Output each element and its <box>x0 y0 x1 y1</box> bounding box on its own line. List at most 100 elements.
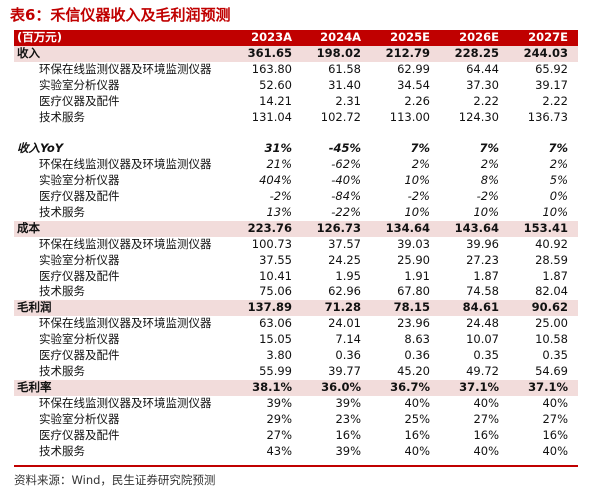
value-cell: 3.80 <box>266 348 292 363</box>
value-cell: 124.30 <box>458 109 499 124</box>
value-cell: 1.87 <box>473 268 499 283</box>
header-cell: (百万元) <box>14 30 233 46</box>
value-cell: 90.62 <box>509 300 578 317</box>
value-cell: 37.1% <box>509 379 578 396</box>
empty-cell <box>371 125 440 141</box>
section-row: 毛利率 38.1% 36.0% 36.7% 37.1% 37.1% <box>14 379 578 396</box>
item-row: 实验室分析仪器 29% 23% 25% 27% 27% <box>14 412 578 428</box>
value-cell: 36.0% <box>302 379 371 396</box>
value-cell: 25.00 <box>535 316 568 331</box>
row-label: 环保在线监测仪器及环境监测仪器 <box>39 61 212 76</box>
value-cell: 78.15 <box>371 300 440 317</box>
value-cell: 137.89 <box>233 300 302 317</box>
value-cell: 134.64 <box>371 220 440 237</box>
value-cell: 43% <box>266 443 292 458</box>
value-cell: 82.04 <box>535 284 568 299</box>
value-cell: -2% <box>476 189 499 204</box>
row-label: 实验室分析仪器 <box>39 332 120 347</box>
value-cell: 10% <box>404 204 430 219</box>
value-cell: 10.58 <box>535 332 568 347</box>
value-cell: 13% <box>266 204 292 219</box>
row-label: 实验室分析仪器 <box>39 252 120 267</box>
row-label: 实验室分析仪器 <box>39 411 120 426</box>
value-cell: 7.14 <box>335 332 361 347</box>
value-cell: 8% <box>480 173 499 188</box>
table-title: 表6：禾信仪器收入及毛利润预测 <box>10 6 231 24</box>
value-cell: 40% <box>473 395 499 410</box>
value-cell: -45% <box>328 141 361 156</box>
value-cell: 27.23 <box>466 252 499 267</box>
value-cell: -84% <box>331 189 361 204</box>
value-cell: 153.41 <box>509 220 578 237</box>
item-row: 环保在线监测仪器及环境监测仪器 100.73 37.57 39.03 39.96 40.9… <box>14 237 578 253</box>
row-label: 医疗仪器及配件 <box>39 268 120 283</box>
row-label: 医疗仪器及配件 <box>39 348 120 363</box>
value-cell: 10% <box>404 173 430 188</box>
value-cell: 16% <box>404 427 430 442</box>
row-label: 毛利润 <box>14 300 233 317</box>
value-cell: 15.05 <box>259 332 292 347</box>
value-cell: 2% <box>480 157 499 172</box>
value-cell: 37.1% <box>440 379 509 396</box>
value-cell: 39.03 <box>397 236 430 251</box>
value-cell: 37.57 <box>328 236 361 251</box>
value-cell: 39% <box>335 395 361 410</box>
value-cell: 10% <box>542 204 568 219</box>
value-cell: 113.00 <box>389 109 430 124</box>
value-cell: 198.02 <box>302 45 371 62</box>
value-cell: 27% <box>266 427 292 442</box>
section-row: 毛利润 137.89 71.28 78.15 84.61 90.62 <box>14 300 578 317</box>
row-label: 技术服务 <box>39 364 85 379</box>
row-label: 环保在线监测仪器及环境监测仪器 <box>39 316 212 331</box>
value-cell: 61.58 <box>328 61 361 76</box>
item-row: 环保在线监测仪器及环境监测仪器 39% 39% 40% 40% 40% <box>14 396 578 412</box>
row-label: 成本 <box>14 220 233 237</box>
value-cell: 1.95 <box>335 268 361 283</box>
value-cell: 40% <box>404 443 430 458</box>
value-cell: 64.44 <box>466 61 499 76</box>
forecast-table: (百万元) 2023A 2024A 2025E 2026E 2027E 收入 361.65 19… <box>14 30 578 459</box>
row-label: 技术服务 <box>39 204 85 219</box>
value-cell: 7% <box>548 141 568 156</box>
value-cell: 8.63 <box>404 332 430 347</box>
item-row: 医疗仪器及配件 14.21 2.31 2.26 2.22 2.22 <box>14 94 578 110</box>
value-cell: 16% <box>542 427 568 442</box>
row-label: 环保在线监测仪器及环境监测仪器 <box>39 395 212 410</box>
row-label: 收入 <box>14 45 233 62</box>
value-cell: 16% <box>335 427 361 442</box>
value-cell: 1.87 <box>542 268 568 283</box>
value-cell: 39.77 <box>328 364 361 379</box>
value-cell: 27% <box>542 411 568 426</box>
value-cell: 14.21 <box>259 93 292 108</box>
row-label: 收入YoY <box>17 141 64 156</box>
value-cell: 23.96 <box>397 316 430 331</box>
value-cell: -2% <box>269 189 292 204</box>
value-cell: 40% <box>542 395 568 410</box>
value-cell: 39.17 <box>535 77 568 92</box>
divider <box>14 465 578 467</box>
value-cell: 37.55 <box>259 252 292 267</box>
value-cell: 143.64 <box>440 220 509 237</box>
row-label: 环保在线监测仪器及环境监测仪器 <box>39 236 212 251</box>
value-cell: 0.35 <box>473 348 499 363</box>
empty-cell <box>440 125 509 141</box>
value-cell: 0.36 <box>335 348 361 363</box>
row-label: 医疗仪器及配件 <box>39 93 120 108</box>
value-cell: 65.92 <box>535 61 568 76</box>
value-cell: 126.73 <box>302 220 371 237</box>
value-cell: 223.76 <box>233 220 302 237</box>
header-cell: 2026E <box>440 30 509 46</box>
item-row: 环保在线监测仪器及环境监测仪器 163.80 61.58 62.99 64.44 65.9… <box>14 62 578 78</box>
value-cell: 62.96 <box>328 284 361 299</box>
value-cell: 24.01 <box>328 316 361 331</box>
value-cell: 31.40 <box>328 77 361 92</box>
item-row: 实验室分析仪器 15.05 7.14 8.63 10.07 10.58 <box>14 332 578 348</box>
value-cell: 136.73 <box>527 109 568 124</box>
value-cell: 40.92 <box>535 236 568 251</box>
value-cell: 10% <box>473 204 499 219</box>
value-cell: -22% <box>331 204 361 219</box>
empty-cell <box>302 125 371 141</box>
value-cell: 49.72 <box>466 364 499 379</box>
value-cell: 38.1% <box>233 379 302 396</box>
item-row: 医疗仪器及配件 3.80 0.36 0.36 0.35 0.35 <box>14 348 578 364</box>
